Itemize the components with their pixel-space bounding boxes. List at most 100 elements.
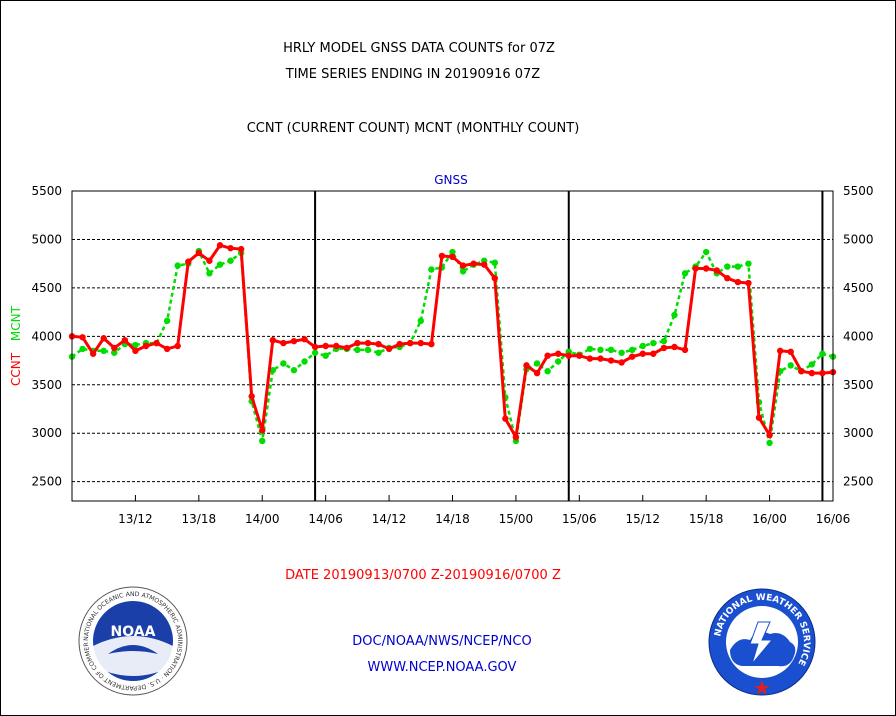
ccnt-data-point <box>121 336 129 344</box>
ccnt-data-point <box>153 339 160 347</box>
nws-logo: NATIONAL WEATHER SERVICE <box>708 588 816 696</box>
mcnt-data-point <box>533 360 541 367</box>
mcnt-data-point <box>554 358 562 365</box>
y-axis-label: CCNT MCNT <box>9 305 23 386</box>
ccnt-data-point <box>470 260 477 267</box>
ccnt-data-point <box>745 279 752 287</box>
series-layer <box>68 242 837 447</box>
mcnt-data-point <box>174 262 181 269</box>
ccnt-data-point <box>702 265 710 272</box>
y-axis-label-mcnt: MCNT <box>9 305 23 341</box>
mcnt-data-point <box>628 346 636 354</box>
mcnt-data-point <box>586 345 594 353</box>
mcnt-data-point <box>449 248 456 256</box>
ccnt-data-point <box>576 352 583 359</box>
ccnt-data-point <box>89 350 97 357</box>
mcnt-data-point <box>607 346 615 354</box>
ccnt-data-point <box>174 342 181 350</box>
mcnt-data-point <box>206 270 213 277</box>
mcnt-data-point <box>311 349 319 356</box>
mcnt-data-point <box>216 261 224 268</box>
mcnt-data-point <box>322 352 329 359</box>
plot-frame <box>71 190 834 502</box>
ccnt-data-point <box>301 336 308 343</box>
panel-label: GNSS <box>434 173 468 187</box>
ccnt-data-point <box>185 258 192 265</box>
mcnt-data-point <box>132 341 139 349</box>
ccnt-data-point <box>290 337 298 345</box>
mcnt-data-point <box>227 257 234 264</box>
mcnt-data-point <box>280 360 287 367</box>
ccnt-data-point <box>100 335 107 342</box>
ccnt-data-point <box>766 431 773 439</box>
mcnt-data-point <box>808 361 816 368</box>
ccnt-data-point <box>755 414 763 421</box>
ccnt-data-point <box>227 244 234 252</box>
ccnt-data-point <box>438 252 446 260</box>
ccnt-data-point <box>163 345 171 353</box>
svg-text:CCNT MCNT: CCNT MCNT <box>9 305 23 386</box>
x-tick-label: 13/18 <box>182 512 217 526</box>
ccnt-data-point <box>681 346 689 354</box>
ccnt-data-point <box>660 344 668 352</box>
ccnt-data-point <box>111 344 118 352</box>
mcnt-data-point <box>163 317 171 325</box>
mcnt-data-point <box>787 362 794 369</box>
ccnt-data-point <box>407 339 414 347</box>
y-tick-label-right: 5000 <box>843 232 874 246</box>
mcnt-data-point <box>301 358 308 365</box>
mcnt-data-point <box>544 367 551 375</box>
x-tick-label: 14/06 <box>308 512 343 526</box>
website-label: WWW.NCEP.NOAA.GOV <box>368 660 517 675</box>
ccnt-data-point <box>322 342 329 350</box>
ccnt-data-point <box>79 334 86 341</box>
ccnt-data-point <box>417 339 424 347</box>
grid-layer <box>72 190 833 501</box>
mcnt-data-point <box>671 311 678 319</box>
mcnt-data-point <box>111 349 118 356</box>
mcnt-data-point <box>100 347 107 355</box>
mcnt-data-point <box>650 339 657 347</box>
ccnt-data-point <box>206 257 213 264</box>
ccnt-data-point <box>565 352 572 359</box>
x-tick-label: 14/18 <box>435 512 470 526</box>
mcnt-data-point <box>597 346 604 354</box>
ccnt-data-point <box>248 393 255 400</box>
y-tick-label-left: 2500 <box>31 475 62 489</box>
y-tick-label-right: 3000 <box>843 426 874 440</box>
ccnt-data-point <box>502 415 509 422</box>
mcnt-data-point <box>354 346 361 354</box>
ccnt-data-point <box>237 245 245 253</box>
y-tick-label-right: 5500 <box>843 184 874 198</box>
ccnt-data-point <box>650 350 657 357</box>
ccnt-data-point <box>428 340 435 348</box>
org-label: DOC/NOAA/NWS/NCEP/NCO <box>352 634 531 649</box>
mcnt-data-point <box>364 346 372 354</box>
ccnt-data-point <box>354 339 361 347</box>
mcnt-data-point <box>269 367 277 374</box>
mcnt-data-point <box>290 367 298 374</box>
ccnt-data-point <box>692 265 699 272</box>
mcnt-data-point <box>618 349 625 356</box>
mcnt-data-point <box>745 260 752 267</box>
y-tick-label-right: 4500 <box>843 281 874 295</box>
x-tick-label: 16/00 <box>752 512 787 526</box>
ccnt-data-point <box>481 261 488 268</box>
ccnt-data-point <box>819 369 826 377</box>
ccnt-data-point <box>280 339 287 347</box>
axis-layer: 2500 2500 3000 3000 3500 3500 4000 4000 4500 4500… <box>31 184 873 526</box>
ccnt-data-point <box>798 367 805 375</box>
ccnt-data-point <box>787 348 794 356</box>
y-tick-label-left: 4500 <box>31 281 62 295</box>
y-axis-label-ccnt: CCNT <box>9 352 23 386</box>
ccnt-data-point <box>618 359 625 366</box>
ccnt-data-point <box>597 355 604 362</box>
ccnt-data-point <box>776 347 784 355</box>
y-tick-label-left: 3000 <box>31 426 62 440</box>
ccnt-data-point <box>586 355 594 362</box>
x-tick-label: 15/06 <box>562 512 597 526</box>
ccnt-data-point <box>734 278 742 286</box>
mcnt-data-point <box>734 263 742 270</box>
ccnt-data-point <box>544 352 551 359</box>
x-tick-label: 15/00 <box>499 512 534 526</box>
